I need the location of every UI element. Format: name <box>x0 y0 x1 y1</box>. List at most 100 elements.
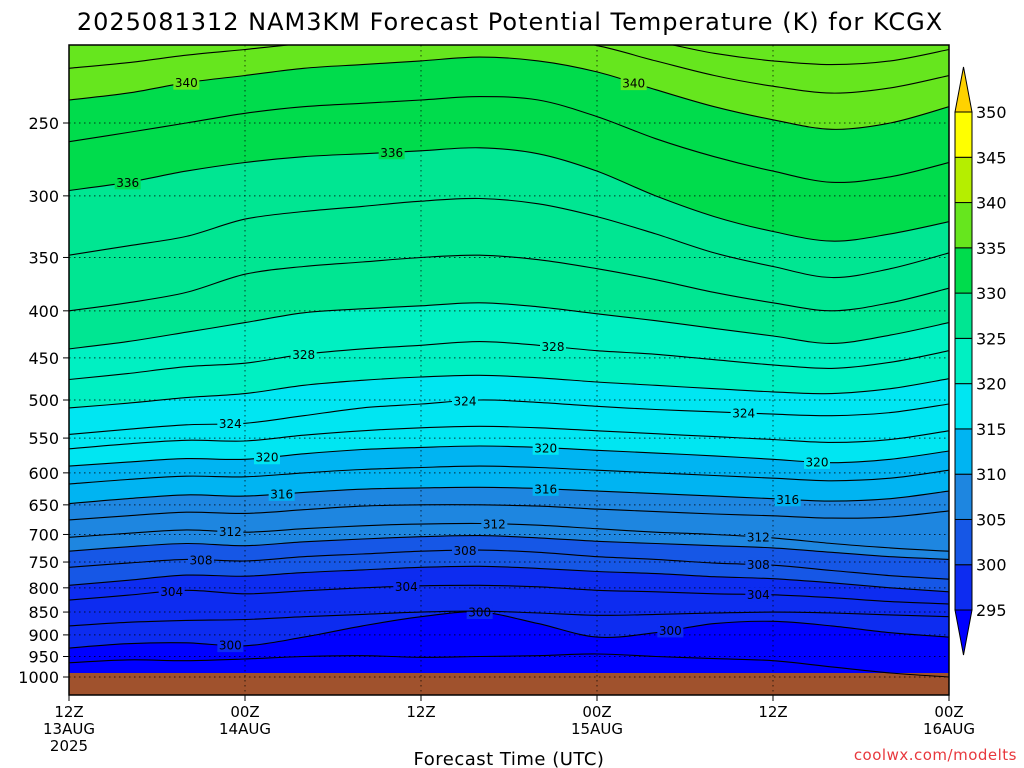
x-tick-label: 12Z <box>406 703 435 721</box>
contour-label-bg <box>378 145 405 160</box>
contour-label-bg <box>540 339 566 354</box>
contour-label-bg <box>393 579 420 594</box>
contour-label-bg <box>466 605 493 620</box>
contour-label-bg <box>657 623 684 638</box>
y-tick-label-850: 850 <box>28 603 59 622</box>
contour-320 <box>69 445 949 467</box>
colorbar-label-345: 345 <box>976 148 1007 167</box>
colorbar-band-305 <box>954 473 973 520</box>
y-tick-label-300: 300 <box>28 187 59 206</box>
contour-lines: 300 300 300 304 304 304 308 308 308 312 312 312 316 3… <box>69 45 949 678</box>
contour-318 <box>69 465 949 485</box>
colorbar-high-arrow <box>954 66 973 113</box>
contour-324 <box>69 399 949 435</box>
x-tick-label: 12Z <box>54 703 83 721</box>
y-tick-label-950: 950 <box>28 648 59 667</box>
contour-label-bg <box>290 347 317 362</box>
contour-label-320: 320 <box>256 451 279 465</box>
colorbar-band-330 <box>954 247 973 294</box>
y-tick-label-250: 250 <box>28 114 59 133</box>
contour-334 <box>69 197 949 279</box>
y-tick-label-550: 550 <box>28 429 59 448</box>
x-tick-label: 13AUG <box>43 720 95 738</box>
contour-label-328: 328 <box>542 340 565 354</box>
contour-label-316: 316 <box>776 493 799 507</box>
contour-label-bg <box>452 543 478 558</box>
contour-label-bg <box>217 416 244 431</box>
x-axis-label: Forecast Time (UTC) <box>414 749 605 768</box>
chart-title: 2025081312 NAM3KM Forecast Potential Tem… <box>77 8 943 36</box>
colorbar-band-340 <box>954 156 973 204</box>
y-axis-ticks: 250 300 350 400 450 500 550 600 650 700 750 800 850 9… <box>18 114 69 687</box>
x-tick-label: 16AUG <box>923 720 975 738</box>
contour-302 <box>69 610 949 627</box>
contour-316 <box>69 486 949 505</box>
contour-326 <box>69 374 949 409</box>
contour-label-328: 328 <box>292 348 315 362</box>
colorbar-label-330: 330 <box>976 284 1007 303</box>
contour-label-316: 316 <box>534 482 557 496</box>
contour-label-bg <box>620 76 647 91</box>
contour-label-316: 316 <box>270 487 293 501</box>
colorbar-label-320: 320 <box>976 375 1007 394</box>
contour-340 <box>69 56 949 130</box>
contour-300 <box>69 611 949 649</box>
contour-label-bg <box>173 75 200 90</box>
contour-label-308: 308 <box>454 544 477 558</box>
contour-label-304: 304 <box>395 580 418 594</box>
contour-306 <box>69 565 949 593</box>
x-tick-label: 00Z <box>582 703 611 721</box>
y-tick-label-1000: 1000 <box>18 668 59 687</box>
contour-label-324: 324 <box>454 394 477 408</box>
contour-label-308: 308 <box>747 558 770 572</box>
contour-330 <box>69 302 949 350</box>
colorbar-label-340: 340 <box>976 194 1007 213</box>
contour-338 <box>69 96 949 184</box>
fill-band-above-342 <box>69 45 949 94</box>
colorbar-band-310 <box>954 428 973 475</box>
contour-342 <box>69 45 949 94</box>
x-tick-label: 2025 <box>50 737 88 755</box>
contour-label-bg <box>217 638 244 653</box>
colorbar-label-305: 305 <box>976 510 1007 529</box>
contour-298 <box>69 653 949 678</box>
contour-label-bg <box>730 405 757 420</box>
contour-label-bg <box>217 524 244 539</box>
y-tick-label-700: 700 <box>28 525 59 544</box>
x-tick-label: 12Z <box>758 703 787 721</box>
colorbar-label-300: 300 <box>976 556 1007 575</box>
contour-label-bg <box>532 481 559 496</box>
contour-label-324: 324 <box>219 417 242 431</box>
contour-label-300: 300 <box>468 606 491 620</box>
x-tick-label: 15AUG <box>571 720 623 738</box>
colorbar-label-315: 315 <box>976 420 1007 439</box>
colorbar-band-335 <box>954 202 973 249</box>
contour-label-320: 320 <box>534 441 557 455</box>
contour-332 <box>69 254 949 312</box>
contour-label-bg <box>254 450 280 465</box>
colorbar-label-325: 325 <box>976 329 1007 348</box>
contour-label-340: 340 <box>175 76 198 90</box>
colorbar-label-335: 335 <box>976 239 1007 258</box>
colorbar: 295 300 305 310 315 320 325 330 335 340 345 350 <box>954 66 1007 656</box>
contour-314 <box>69 504 949 521</box>
contour-label-300: 300 <box>659 624 682 638</box>
credit-label[interactable]: coolwx.com/modelts <box>854 746 1017 764</box>
y-tick-label-400: 400 <box>28 302 59 321</box>
contour-label-bg <box>188 552 214 567</box>
contour-label-bg <box>804 454 830 469</box>
colorbar-label-310: 310 <box>976 465 1007 484</box>
contour-label-bg <box>774 492 801 507</box>
contour-label-320: 320 <box>806 455 829 469</box>
y-tick-label-750: 750 <box>28 553 59 572</box>
x-tick-label: 14AUG <box>219 720 271 738</box>
ground-surface <box>69 673 949 695</box>
contour-310 <box>69 535 949 560</box>
colorbar-label-295: 295 <box>976 601 1007 620</box>
contour-label-324: 324 <box>732 406 755 420</box>
colorbar-band-320 <box>954 337 973 385</box>
contour-label-bg <box>158 584 185 599</box>
contour-label-336: 336 <box>116 176 139 190</box>
